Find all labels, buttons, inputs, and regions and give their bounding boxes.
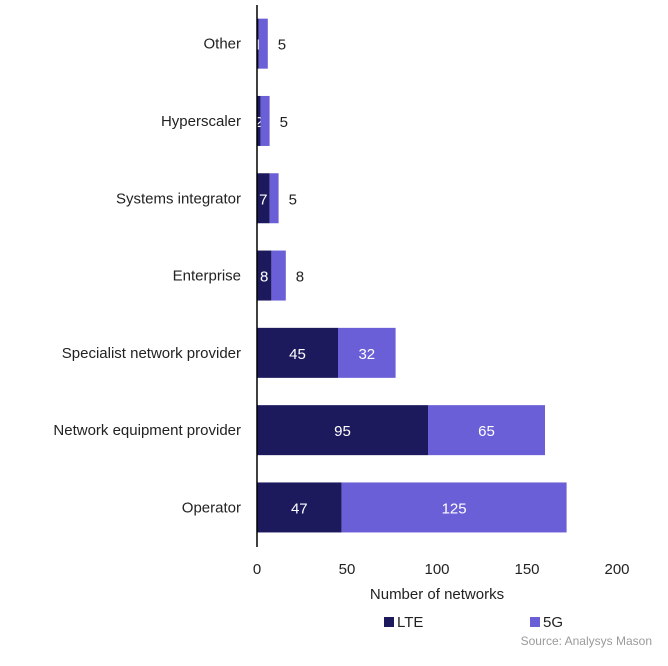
category-label: Specialist network provider	[62, 345, 241, 362]
bar-lte-6	[257, 482, 342, 533]
bar-lte-1	[257, 95, 261, 146]
legend-swatch-5g	[530, 617, 540, 627]
legend-label-5g: 5G	[543, 614, 563, 631]
data-label-lte: 2	[255, 114, 263, 131]
bar-lte-3	[257, 250, 272, 301]
category-label: Operator	[182, 499, 241, 516]
bar-5g-3	[271, 250, 286, 301]
data-label-lte: 45	[289, 346, 306, 363]
data-label-5g: 65	[478, 423, 495, 440]
bar-5g-5	[428, 405, 545, 456]
bar-5g-6	[341, 482, 567, 533]
data-label-5g: 32	[358, 346, 375, 363]
x-tick-label: 150	[514, 561, 539, 578]
data-label-lte: 47	[291, 500, 308, 517]
legend: LTE 5G	[384, 614, 563, 631]
x-axis-title: Number of networks	[370, 586, 504, 603]
category-label: Other	[203, 36, 241, 53]
data-label-lte: 7	[259, 191, 267, 208]
legend-swatch-lte	[384, 617, 394, 627]
category-label: Hyperscaler	[161, 113, 241, 130]
bar-5g-2	[269, 173, 279, 224]
x-tick-label: 0	[253, 561, 261, 578]
x-tick-labels: 0 50 100 150 200	[253, 561, 630, 578]
category-label: Network equipment provider	[53, 422, 241, 439]
x-tick-label: 100	[424, 561, 449, 578]
data-label-5g: 5	[278, 37, 286, 54]
bar-5g-0	[258, 18, 268, 69]
bar-5g-4	[338, 327, 396, 378]
data-label-5g: 125	[442, 500, 467, 517]
data-label-5g: 8	[296, 269, 304, 286]
source-note: Source: Analysys Mason	[521, 634, 652, 648]
bar-lte-0	[257, 18, 259, 69]
data-label-lte: 95	[334, 423, 351, 440]
category-label: Systems integrator	[116, 190, 241, 207]
bar-lte-4	[257, 327, 338, 378]
category-label: Enterprise	[173, 268, 241, 285]
data-label-5g: 5	[289, 191, 297, 208]
data-label-5g: 5	[280, 114, 288, 131]
data-label-lte: 1	[254, 37, 262, 54]
bar-5g-1	[260, 95, 270, 146]
x-tick-label: 200	[604, 561, 629, 578]
bar-lte-5	[257, 405, 428, 456]
bar-lte-2	[257, 173, 270, 224]
data-label-lte: 8	[260, 269, 268, 286]
x-tick-label: 50	[339, 561, 356, 578]
legend-label-lte: LTE	[397, 614, 423, 631]
category-labels: Other Hyperscaler Systems integrator Enterp…	[53, 36, 241, 517]
